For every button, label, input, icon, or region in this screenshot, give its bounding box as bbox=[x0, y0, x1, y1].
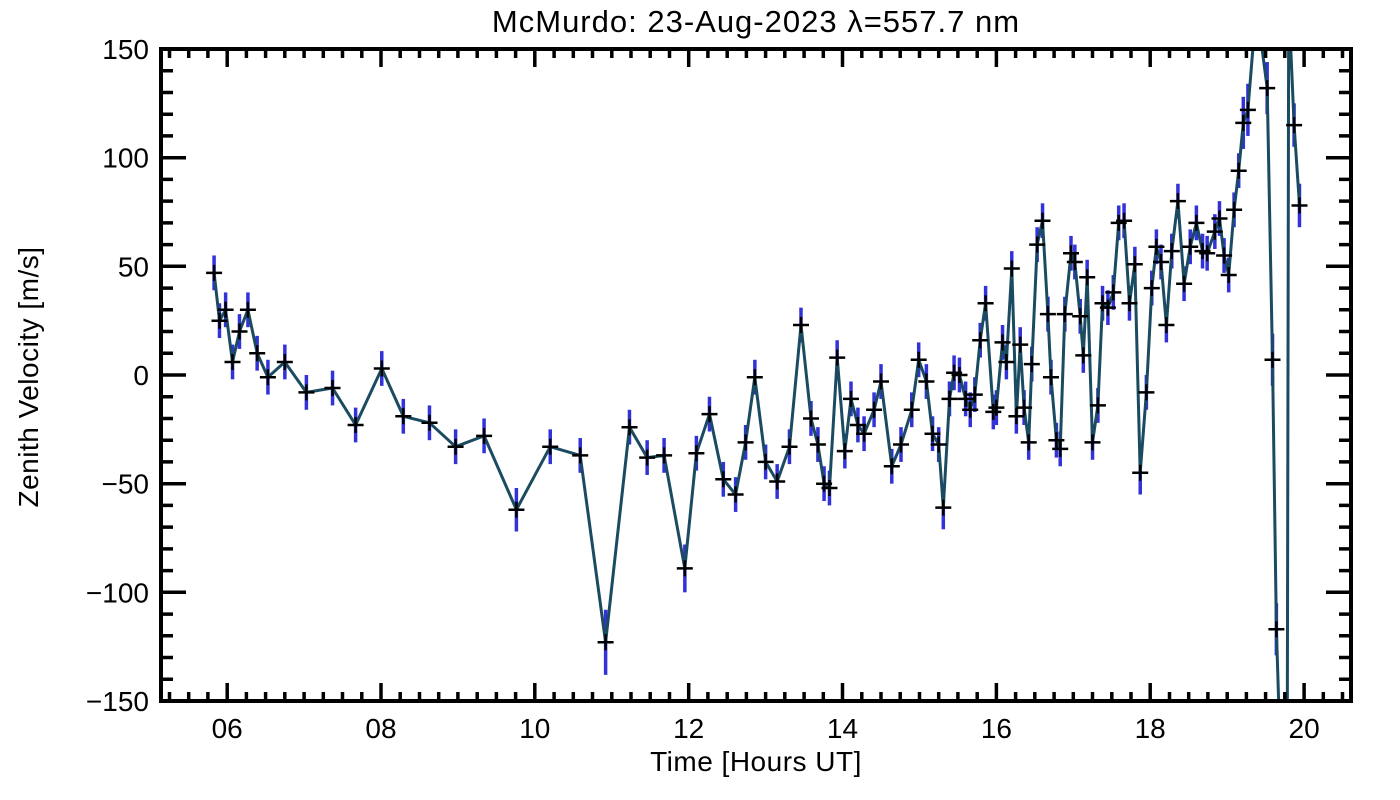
x-tick-label: 10 bbox=[519, 713, 550, 744]
x-tick-label: 14 bbox=[827, 713, 858, 744]
data-markers bbox=[206, 80, 1308, 651]
x-tick-label: 20 bbox=[1289, 713, 1320, 744]
y-tick-label: 0 bbox=[133, 360, 149, 391]
y-tick-label: −100 bbox=[86, 577, 149, 608]
x-tick-label: 16 bbox=[981, 713, 1012, 744]
axis-ticks bbox=[161, 47, 1351, 703]
x-axis-label: Time [Hours UT] bbox=[650, 746, 862, 777]
x-tick-label: 18 bbox=[1135, 713, 1166, 744]
y-tick-label: −50 bbox=[102, 469, 150, 500]
data-line bbox=[212, 48, 1301, 702]
chart-title: McMurdo: 23-Aug-2023 λ=557.7 nm bbox=[491, 4, 1021, 39]
y-tick-label: −150 bbox=[86, 686, 149, 717]
y-axis-label: Zenith Velocity [m/s] bbox=[13, 246, 44, 508]
x-tick-label: 12 bbox=[673, 713, 704, 744]
y-tick-label: 150 bbox=[102, 34, 149, 65]
x-tick-label: 08 bbox=[365, 713, 396, 744]
x-tick-label: 06 bbox=[212, 713, 243, 744]
tick-labels: 06 08 10 12 14 16 18 20 −150 −100 −50 0 50 100 150 bbox=[86, 34, 1320, 744]
y-tick-label: 50 bbox=[118, 251, 149, 282]
y-tick-label: 100 bbox=[102, 143, 149, 174]
